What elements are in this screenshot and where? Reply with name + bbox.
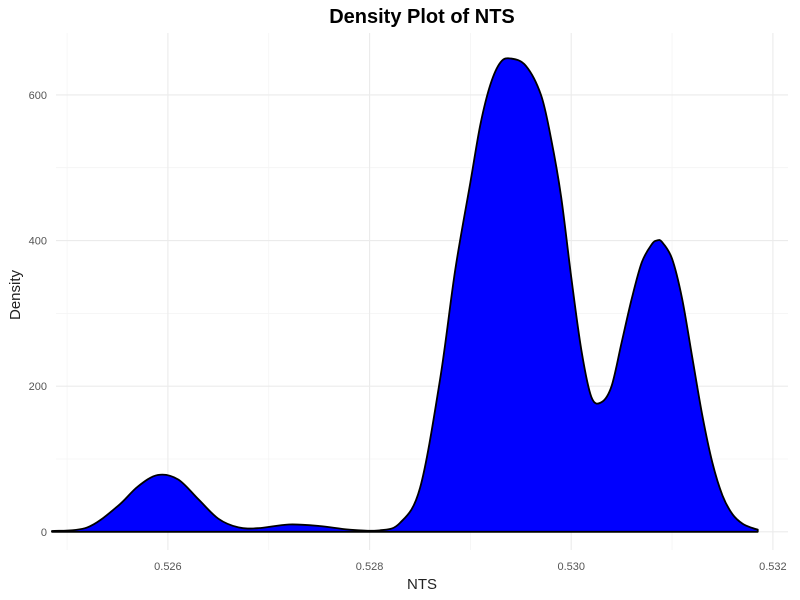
x-tick-label: 0.532 [759,561,787,573]
x-axis-ticks: 0.526 0.528 0.530 0.532 [154,561,786,573]
x-axis-title: NTS [407,576,437,593]
density-curve [51,57,759,533]
chart-title: Density Plot of NTS [329,6,515,28]
y-axis-ticks: 0 200 400 600 [29,90,47,539]
x-tick-label: 0.530 [557,561,585,573]
y-tick-label: 200 [29,381,47,393]
y-tick-label: 400 [29,236,47,248]
y-tick-label: 0 [41,527,47,539]
y-axis-title: Density [7,269,24,320]
x-tick-label: 0.528 [356,561,384,573]
density-area [51,58,758,532]
x-tick-label: 0.526 [154,561,182,573]
y-tick-label: 600 [29,90,47,102]
